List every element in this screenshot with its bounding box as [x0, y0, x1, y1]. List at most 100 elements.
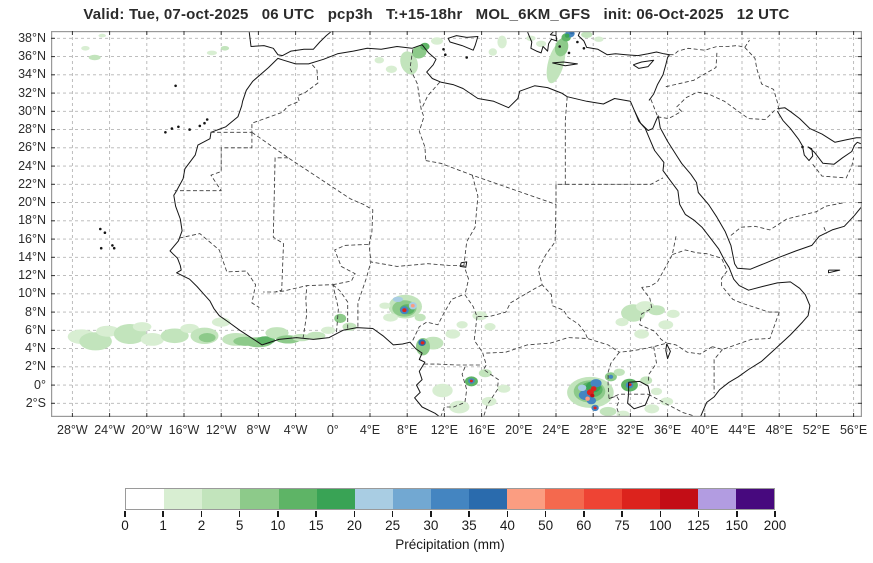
colorbar-segment — [164, 489, 203, 509]
precip-cell — [445, 329, 461, 339]
precip-cell — [634, 329, 649, 339]
x-axis-label: 52°E — [802, 423, 831, 437]
colorbar-segment — [126, 489, 165, 509]
precip-cell — [613, 368, 625, 376]
y-axis-label: 10°N — [18, 286, 46, 301]
x-axis-label: 16°W — [168, 423, 200, 437]
precip-cell — [79, 332, 112, 351]
precip-cell — [628, 383, 632, 386]
y-axis-label: 16°N — [18, 231, 46, 246]
colorbar-tick — [353, 511, 356, 517]
colorbar-tick — [200, 511, 203, 517]
y-axis-label: 38°N — [18, 30, 46, 45]
colorbar-tick-label: 200 — [763, 518, 787, 533]
y-axis-label: 20°N — [18, 195, 46, 210]
colorbar-tick — [430, 511, 432, 517]
y-axis-label: 26°N — [18, 140, 46, 155]
y-axis-label: 28°N — [18, 122, 46, 137]
precip-cell — [666, 309, 680, 318]
precip-cell — [140, 333, 164, 346]
x-axis-label: 20°W — [131, 423, 163, 437]
colorbar-tick-label: 2 — [197, 518, 206, 533]
precip-cell — [478, 369, 492, 378]
x-axis-label: 24°E — [542, 423, 570, 437]
island-dot — [188, 128, 191, 131]
x-axis-label: 4°E — [359, 423, 381, 437]
precip-cell — [379, 302, 391, 309]
x-axis-label: 28°E — [579, 423, 607, 437]
precip-cell — [160, 328, 189, 344]
colorbar-caption: Précipitation (mm) — [395, 537, 505, 552]
colorbar-segment — [736, 489, 775, 509]
island-dot — [198, 124, 202, 128]
colorbar-segment — [392, 489, 431, 509]
colorbar-tick — [583, 511, 585, 517]
island-dot — [103, 231, 107, 234]
x-axis-label: 4°W — [283, 423, 308, 437]
precip-cell — [291, 333, 311, 342]
precip-cell — [484, 323, 496, 331]
colorbar-segment — [202, 489, 241, 509]
colorbar-tick — [468, 511, 470, 517]
colorbar-segment — [278, 489, 317, 509]
precip-cell — [414, 313, 426, 322]
y-axis-label: 30°N — [18, 103, 46, 118]
island-dot — [558, 45, 561, 48]
x-axis-label: 36°E — [653, 423, 682, 437]
y-axis-label: 2°N — [25, 359, 46, 374]
precip-cell — [599, 406, 617, 417]
island-dot — [174, 84, 177, 88]
island-dot — [205, 118, 209, 121]
precip-cell — [660, 397, 674, 406]
x-axis-label: 0° — [326, 423, 339, 437]
y-axis-label: 6°N — [25, 322, 46, 337]
x-axis-label: 8°E — [397, 423, 418, 437]
precip-cell — [585, 396, 590, 401]
precip-cell — [431, 37, 443, 45]
colorbar-tick-label: 25 — [385, 518, 401, 533]
x-axis-label: 56°E — [839, 423, 868, 437]
island-dot — [111, 244, 114, 247]
island-dot — [444, 53, 447, 56]
x-axis-label: 32°E — [616, 423, 645, 437]
precip-cell — [88, 54, 101, 61]
colorbar-tick-label: 20 — [346, 518, 362, 533]
precip-cell — [98, 33, 106, 38]
colorbar-tick — [736, 511, 738, 517]
colorbar-tick-label: 150 — [725, 518, 749, 533]
precip-cell — [456, 321, 468, 329]
colorbar-tick-label: 60 — [576, 518, 592, 533]
precip-cell — [402, 308, 407, 313]
colorbar-tick-label: 30 — [423, 518, 439, 533]
colorbar-tick-label: 35 — [461, 518, 477, 533]
y-axis-label: 36°N — [18, 49, 46, 64]
y-axis-label: 0° — [34, 377, 46, 392]
country-borders — [174, 39, 855, 417]
colorbar-tick — [774, 511, 776, 517]
precip-cell — [581, 31, 593, 38]
map-frame — [51, 31, 862, 417]
precip-cell — [206, 50, 217, 56]
precip-cell — [497, 384, 511, 393]
colorbar-tick-label: 0 — [121, 518, 129, 533]
precip-cell — [306, 331, 326, 340]
precip-cell — [392, 296, 403, 302]
precip-cell — [648, 305, 665, 316]
colorbar-tick — [124, 511, 126, 517]
colorbar-tick — [238, 511, 241, 517]
frame-ticks — [51, 31, 862, 417]
colorbar-tick-label: 50 — [538, 518, 554, 533]
precipitation-map — [51, 31, 862, 417]
x-axis-label: 40°E — [691, 423, 719, 437]
island-dot — [801, 145, 804, 149]
island-dot — [99, 227, 102, 231]
colorbar-tick-label: 100 — [649, 518, 672, 533]
colorbar-tick-label: 10 — [270, 518, 286, 533]
island-dot — [203, 121, 206, 125]
precip-cell — [640, 376, 653, 385]
colorbar-tick — [315, 511, 317, 517]
y-axis-label: 18°N — [18, 213, 46, 228]
precip-cell — [385, 65, 397, 73]
precip-cell — [536, 40, 547, 47]
precip-cell — [593, 406, 597, 410]
